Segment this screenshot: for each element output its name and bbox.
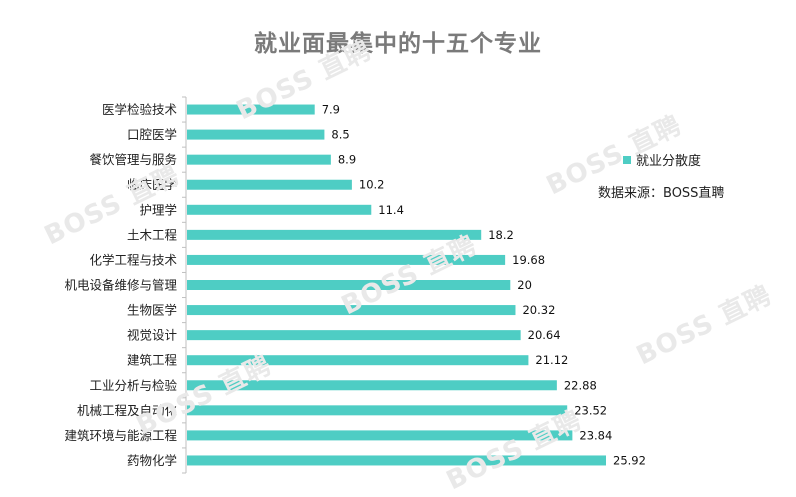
legend: 就业分散度 [623, 150, 701, 169]
category-label: 化学工程与技术 [89, 252, 177, 267]
chart-title: 就业面最集中的十五个专业 [254, 31, 542, 57]
category-label: 视觉设计 [127, 328, 177, 343]
category-label: 机电设备维修与管理 [64, 278, 177, 293]
data-label: 8.9 [338, 153, 356, 167]
legend-label: 就业分散度 [636, 154, 702, 169]
category-label: 生物医学 [127, 303, 177, 318]
bar [187, 204, 372, 215]
category-label: 工业分析与检验 [89, 378, 177, 393]
legend-swatch [623, 155, 631, 164]
bar [187, 129, 325, 140]
data-label: 20.64 [528, 328, 561, 342]
bar [187, 154, 331, 165]
data-label: 18.2 [488, 228, 514, 242]
bar [187, 179, 352, 190]
bar [187, 280, 511, 290]
data-label: 19.68 [512, 253, 545, 267]
category-label: 建筑工程 [127, 353, 178, 368]
data-label: 11.4 [378, 203, 404, 217]
data-label: 21.12 [535, 353, 568, 367]
bar [187, 355, 529, 366]
data-label: 10.2 [359, 178, 385, 192]
bar [187, 430, 573, 441]
bar [187, 330, 521, 341]
category-label: 护理学 [139, 202, 177, 217]
category-label: 药物化学 [127, 453, 177, 468]
category-label: 临床医学 [127, 177, 177, 192]
source-note: 数据来源：BOSS直聘 [598, 186, 725, 201]
category-label: 医学检验技术 [102, 102, 178, 117]
bar [187, 405, 568, 416]
data-label: 25.92 [613, 453, 646, 467]
bar [187, 104, 315, 115]
category-label: 土木工程 [127, 227, 178, 242]
data-label: 20 [517, 278, 532, 292]
data-label: 23.52 [574, 403, 607, 417]
category-label: 机械工程及自动化 [77, 403, 178, 418]
bar [187, 305, 516, 316]
bar [187, 229, 482, 240]
category-label: 建筑环境与能源工程 [64, 428, 177, 443]
data-label: 22.88 [564, 378, 597, 392]
data-label: 7.9 [322, 103, 340, 117]
bar [187, 455, 606, 466]
data-label: 20.32 [522, 303, 555, 317]
data-label: 23.84 [579, 428, 612, 442]
category-label: 口腔医学 [127, 127, 177, 142]
bar [187, 380, 557, 391]
bar [187, 254, 506, 265]
data-label: 8.5 [331, 128, 349, 142]
category-label: 餐饮管理与服务 [89, 152, 177, 167]
